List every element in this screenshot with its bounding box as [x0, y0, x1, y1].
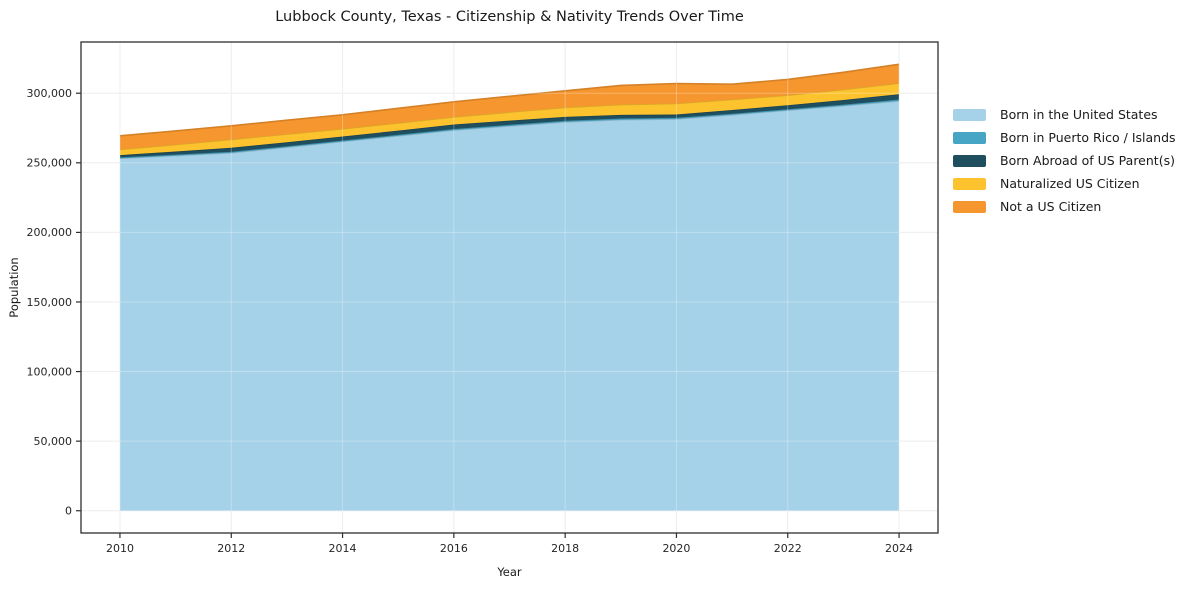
x-tick-label: 2018 [551, 542, 579, 555]
legend-swatch-icon [953, 154, 986, 167]
x-tick-label: 2014 [329, 542, 357, 555]
area-series-0 [120, 100, 899, 511]
x-tick-label: 2012 [217, 542, 245, 555]
y-tick-label: 300,000 [27, 87, 73, 100]
area-series-2 [120, 94, 899, 158]
legend-row-4: Not a US Citizen [953, 195, 1176, 218]
legend: Born in the United States Born in Puerto … [953, 103, 1176, 218]
legend-row-0: Born in the United States [953, 103, 1176, 126]
y-tick-label: 250,000 [27, 157, 73, 170]
x-tick-label: 2020 [662, 542, 690, 555]
legend-row-3: Naturalized US Citizen [953, 172, 1176, 195]
area-series-edge-4 [119, 63, 900, 137]
x-tick-label: 2022 [774, 542, 802, 555]
area-series-3 [120, 83, 899, 156]
legend-label: Born in the United States [1000, 107, 1158, 122]
plot-border [80, 41, 939, 534]
legend-row-2: Born Abroad of US Parent(s) [953, 149, 1176, 172]
chart-title: Lubbock County, Texas - Citizenship & Na… [275, 9, 744, 25]
legend-label: Not a US Citizen [1000, 199, 1102, 214]
x-axis-label: Year [496, 565, 522, 579]
x-tick-label: 2016 [440, 542, 468, 555]
legend-row-1: Born in Puerto Rico / Islands [953, 126, 1176, 149]
legend-label: Born in Puerto Rico / Islands [1000, 130, 1176, 145]
area-series-4 [120, 64, 899, 150]
x-tick-label: 2024 [885, 542, 913, 555]
y-tick-label: 100,000 [27, 365, 73, 378]
legend-swatch-icon [953, 200, 986, 213]
y-tick-label: 50,000 [34, 435, 73, 448]
x-tick-label: 2010 [106, 542, 134, 555]
y-tick-label: 0 [65, 505, 72, 518]
y-tick-label: 150,000 [27, 296, 73, 309]
legend-swatch-icon [953, 108, 986, 121]
legend-label: Born Abroad of US Parent(s) [1000, 153, 1175, 168]
legend-label: Naturalized US Citizen [1000, 176, 1140, 191]
legend-swatch-icon [953, 177, 986, 190]
y-axis-label: Population [7, 257, 21, 317]
y-tick-label: 200,000 [27, 226, 73, 239]
legend-swatch-icon [953, 131, 986, 144]
